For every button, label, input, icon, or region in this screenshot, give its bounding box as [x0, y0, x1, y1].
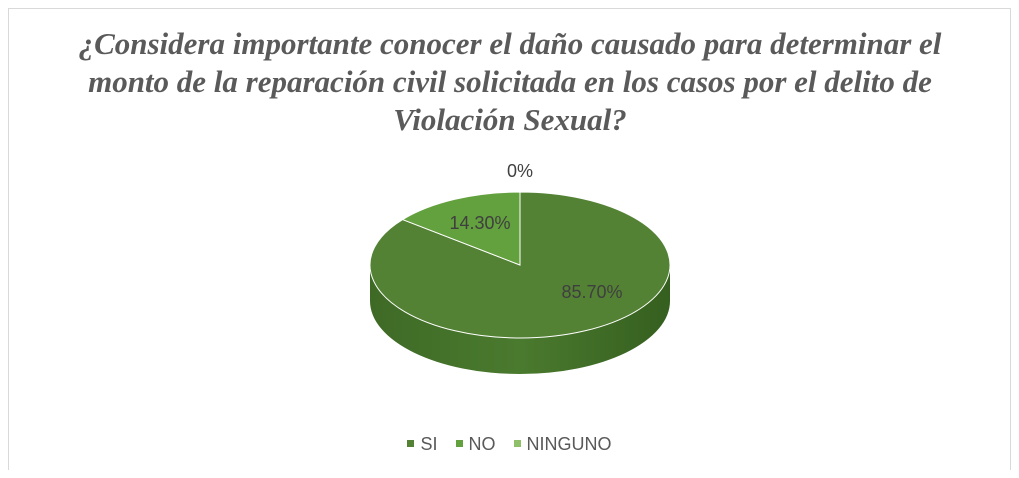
pie-slice-no [401, 191, 521, 266]
chart-title: ¿Considera importante conocer el daño ca… [78, 26, 942, 137]
legend-label: NO [468, 434, 496, 454]
legend-item-no: NO [455, 434, 496, 455]
legend-item-si: SI [407, 434, 438, 455]
data-label-no: 14.30% [449, 213, 510, 233]
legend-label: NINGUNO [526, 434, 612, 454]
data-label-si: 85.70% [561, 282, 622, 302]
legend-item-ninguno: NINGUNO [513, 434, 612, 455]
chart-frame [8, 8, 1011, 470]
pie-slice-si [369, 191, 671, 339]
legend-label: SI [420, 434, 438, 454]
data-label-ninguno: 0% [507, 161, 533, 181]
legend-swatch [455, 440, 463, 447]
legend-swatch [407, 440, 415, 447]
legend: SI NO NINGUNO [0, 434, 1019, 455]
pie-side [370, 265, 670, 374]
legend-swatch [513, 440, 521, 447]
